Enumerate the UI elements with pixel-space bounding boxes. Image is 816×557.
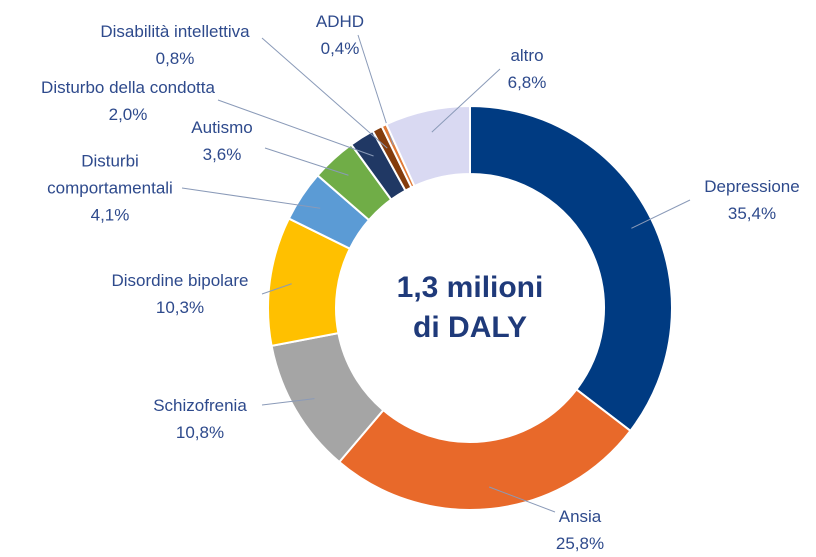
center-label: 1,3 milioni di DALY <box>396 271 544 344</box>
category-label: Disturbo della condotta <box>41 78 215 97</box>
donut-slice <box>469 104 673 433</box>
value-label: 0,4% <box>320 39 360 58</box>
value-label: 10,3% <box>155 298 205 317</box>
leader-line <box>264 147 349 176</box>
category-label: altro <box>510 46 544 65</box>
leader-line <box>261 283 292 295</box>
value-label: 2,0% <box>108 105 148 124</box>
category-label: Disabilità intellettiva <box>100 22 250 41</box>
leader-line <box>261 398 315 406</box>
category-label: Depressione <box>704 177 800 196</box>
value-label: 25,8% <box>555 534 605 553</box>
slice-label: Disturbi comportamentali 4,1% <box>30 148 190 229</box>
slice-label: Disturbo della condotta 2,0% <box>41 74 215 128</box>
value-label: 0,8% <box>155 49 195 68</box>
donut-slice <box>384 104 471 188</box>
slice-label: altro 6,8% <box>508 42 547 96</box>
value-label: 3,6% <box>202 145 242 164</box>
slice-label: Schizofrenia 10,8% <box>153 392 247 446</box>
slice-label: Autismo 3,6% <box>191 114 252 168</box>
category-label: Ansia <box>558 507 602 526</box>
value-label: 4,1% <box>90 205 130 225</box>
donut-slice <box>337 388 632 511</box>
slice-label: Disordine bipolare 10,3% <box>111 267 248 321</box>
category-label: Disturbi comportamentali <box>47 151 173 198</box>
slice-label: Depressione 35,4% <box>704 173 799 227</box>
slice-label: ADHD 0,4% <box>316 8 364 62</box>
leader-line <box>489 486 556 513</box>
slice-label: Ansia 25,8% <box>556 503 604 557</box>
category-label: Autismo <box>191 118 253 137</box>
value-label: 6,8% <box>507 73 547 92</box>
category-label: Schizofrenia <box>153 396 247 415</box>
category-label: ADHD <box>315 12 365 31</box>
leader-line <box>181 187 321 209</box>
slice-label: Disabilità intellettiva 0,8% <box>100 18 249 72</box>
leader-line <box>631 199 691 229</box>
category-label: Disordine bipolare <box>111 271 249 290</box>
leader-line <box>431 68 501 133</box>
leader-line <box>217 99 374 157</box>
value-label: 35,4% <box>727 204 777 223</box>
value-label: 10,8% <box>175 423 225 442</box>
leader-line <box>261 37 388 149</box>
